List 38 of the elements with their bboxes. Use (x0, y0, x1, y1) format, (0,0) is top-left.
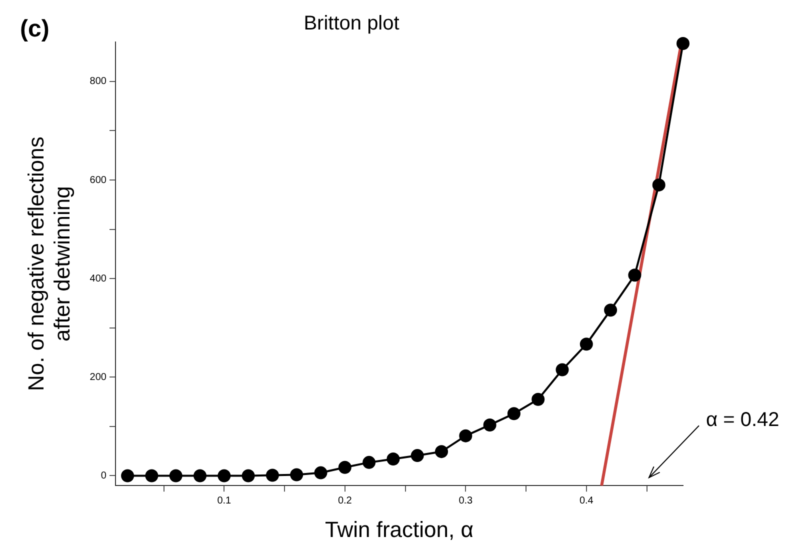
y-tick-label: 0 (100, 470, 107, 482)
x-tick-label: 0.3 (458, 495, 474, 506)
point (459, 429, 472, 442)
point (314, 466, 328, 480)
point (483, 418, 496, 432)
point (386, 452, 400, 466)
y-axis-title: No. of negative reflections after detwinning (23, 136, 75, 391)
y-tick-label: 800 (90, 76, 107, 88)
point (556, 363, 569, 376)
x-tick-label: 0.2 (338, 495, 352, 506)
point (532, 392, 545, 406)
point (242, 469, 255, 482)
point (580, 338, 593, 351)
point (145, 469, 158, 482)
point (652, 178, 666, 192)
point (362, 456, 376, 469)
x-tick-label: 0.1 (217, 495, 232, 506)
point (121, 469, 134, 482)
point (266, 468, 279, 482)
x-axis-title: Twin fraction, α (325, 516, 474, 542)
y-tick-label: 400 (90, 273, 107, 284)
chart-title: Britton plot (304, 12, 400, 35)
text: (c) (20, 16, 50, 43)
point (410, 449, 424, 462)
point (604, 304, 618, 317)
point (218, 469, 231, 482)
point (435, 445, 448, 458)
y-tick-label: 200 (90, 372, 107, 383)
point (507, 407, 520, 420)
point (169, 469, 182, 482)
point (628, 268, 642, 282)
point (194, 469, 207, 482)
text: α = 0.42 (706, 409, 780, 432)
point (676, 36, 690, 50)
y-tick-label: 600 (90, 174, 107, 186)
x-tick-label: 0.4 (579, 495, 594, 506)
point (290, 468, 304, 482)
point (338, 460, 352, 474)
